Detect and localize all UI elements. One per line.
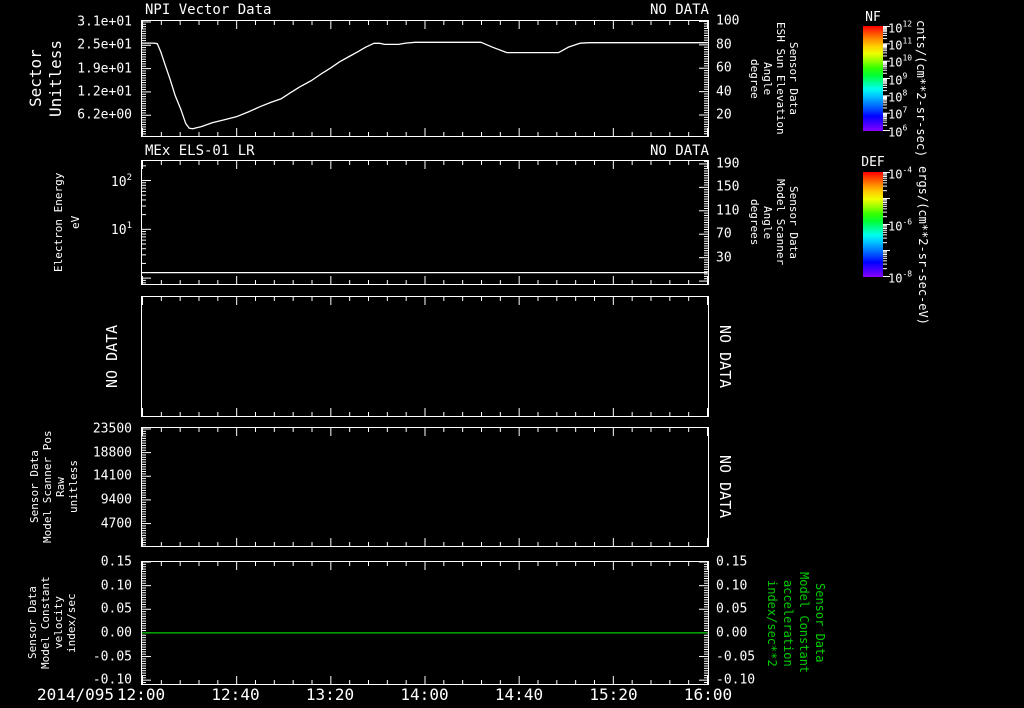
axis-title-line: index/sec**2	[765, 579, 779, 667]
y-tick-label: 14100	[92, 468, 132, 484]
axis-title-line: Angle	[761, 61, 774, 96]
y-tick-label: 4700	[100, 516, 132, 532]
y-tick-label: 1.9e+01	[77, 61, 132, 77]
x-axis-label: 13:20	[305, 685, 355, 704]
panel-npi-vector-data	[141, 20, 709, 137]
colorbar-tick-label: 10-6	[888, 217, 913, 233]
axis-title-line: Model Scanner	[774, 179, 787, 266]
y-tick-label: 9400	[100, 492, 132, 508]
y-tick-label: 2.5e+01	[77, 37, 132, 53]
colorbar-nf-title: NF	[865, 10, 881, 25]
panel-plot-svg	[142, 562, 708, 684]
panel3-no-data-right-label: NO DATA	[716, 324, 734, 389]
axis-title-line: Angle	[761, 205, 774, 240]
colorbar-tick-label: 109	[888, 71, 908, 87]
panel2-status: NO DATA	[649, 143, 709, 159]
colorbar-tick-label: 10-8	[888, 269, 913, 285]
colorbar-nf-gradient	[863, 26, 883, 131]
panel-model-constant-velocity	[141, 561, 709, 685]
y-tick-label: -0.05	[92, 649, 132, 665]
x-axis-label: 12:00	[116, 685, 166, 704]
y-tick-label: 100	[716, 13, 740, 29]
x-axis-label: 14:00	[400, 685, 449, 704]
y-tick-label: 190	[716, 156, 740, 172]
colorbar-def-title: DEF	[861, 155, 885, 170]
panel2-title: MEx ELS-01 LR	[145, 143, 255, 159]
colorbar-tick-label: 1010	[888, 53, 913, 70]
colorbar-tick-label: 106	[888, 123, 908, 139]
colorbar-nf-ticks	[883, 26, 890, 131]
panel1-y-right-title: Sensor Data ESH Sun Elevation Angle degree	[748, 18, 800, 139]
y-tick-label: -0.10	[92, 672, 132, 688]
panel-plot-svg	[142, 21, 708, 136]
panel-model-scanner-pos	[141, 427, 709, 547]
y-tick-label: -0.05	[716, 649, 756, 665]
panel3-no-data-left-label: NO DATA	[103, 324, 121, 389]
y-tick-label: 1.2e+01	[77, 84, 132, 100]
panel1-title: NPI Vector Data	[145, 2, 272, 18]
y-tick-label: 110	[716, 203, 740, 219]
axis-title-line: Sensor Data	[787, 186, 800, 259]
axis-title-line: Sensor Data	[787, 42, 800, 115]
axis-title-line: Sensor Data	[813, 583, 827, 663]
colorbar-tick-label: 1012	[888, 19, 913, 35]
y-tick-label: 60	[716, 60, 732, 76]
y-tick-label: -0.10	[716, 672, 756, 688]
axis-title-line: degrees	[748, 199, 761, 246]
y-tick-label: 0.10	[100, 578, 132, 594]
y-tick-label: 23500	[92, 421, 132, 437]
y-tick-label: 0.05	[100, 601, 132, 617]
panel-mex-els-01-lr	[141, 160, 709, 285]
y-tick-label: 40	[716, 84, 732, 100]
x-axis-label: 16:00	[683, 685, 733, 704]
panel-plot-svg	[142, 297, 708, 416]
axis-title-line: degree	[748, 58, 761, 99]
colorbar-tick-label: 107	[888, 105, 908, 122]
colorbar-def-gradient	[863, 172, 883, 277]
x-axis-label: 12:40	[211, 685, 260, 704]
x-axis-label: 15:20	[589, 685, 638, 704]
colorbar-def-unit: ergs/(cm**2-sr-sec-eV)	[916, 166, 930, 325]
y-tick-label: 80	[716, 37, 732, 53]
y-tick-label: 20	[716, 107, 732, 123]
panel4-no-data-right-label: NO DATA	[716, 455, 734, 519]
y-tick-label: 101	[110, 221, 132, 239]
y-tick-label: 3.1e+01	[77, 14, 132, 30]
series-esh-sun-elevation-angle	[142, 41, 708, 130]
y-tick-label: 30	[716, 250, 732, 266]
y-tick-label: 0.00	[716, 625, 748, 641]
colorbar-tick-label: 1011	[888, 36, 913, 53]
colorbar-tick-label: 108	[888, 88, 908, 105]
y-tick-label: 6.2e+00	[77, 107, 132, 123]
y-tick-label: 0.05	[716, 601, 748, 617]
y-tick-label: 0.00	[100, 625, 132, 641]
panel2-y-right-title: Sensor Data Model Scanner Angle degrees	[748, 160, 800, 285]
x-axis-date: 2014/095	[36, 685, 114, 704]
panel-plot-svg	[142, 428, 708, 546]
y-tick-label: 150	[716, 179, 740, 195]
colorbar-tick-label: 10-4	[888, 165, 913, 181]
panel-plot-svg	[142, 161, 708, 284]
panel5-y-right-title: Sensor Data Model Constant acceleration ind…	[764, 561, 828, 685]
panel-no-data	[141, 296, 709, 417]
y-tick-label: 0.15	[716, 554, 748, 570]
y-tick-label: 18800	[92, 445, 132, 461]
panel1-status: NO DATA	[649, 2, 709, 18]
axis-title-line: ESH Sun Elevation	[774, 22, 787, 135]
colorbar-nf-unit: cnts/(cm**2-sr-sec)	[914, 20, 928, 158]
y-tick-label: 0.10	[716, 578, 748, 594]
y-tick-label: 0.15	[100, 554, 132, 570]
y-tick-label: 102	[110, 172, 132, 190]
y-tick-label: 70	[716, 226, 732, 242]
axis-title-line: acceleration	[781, 579, 795, 667]
colorbar-def-ticks	[883, 172, 890, 277]
x-axis-label: 14:40	[494, 685, 544, 704]
axis-title-line: Model Constant	[797, 572, 811, 674]
